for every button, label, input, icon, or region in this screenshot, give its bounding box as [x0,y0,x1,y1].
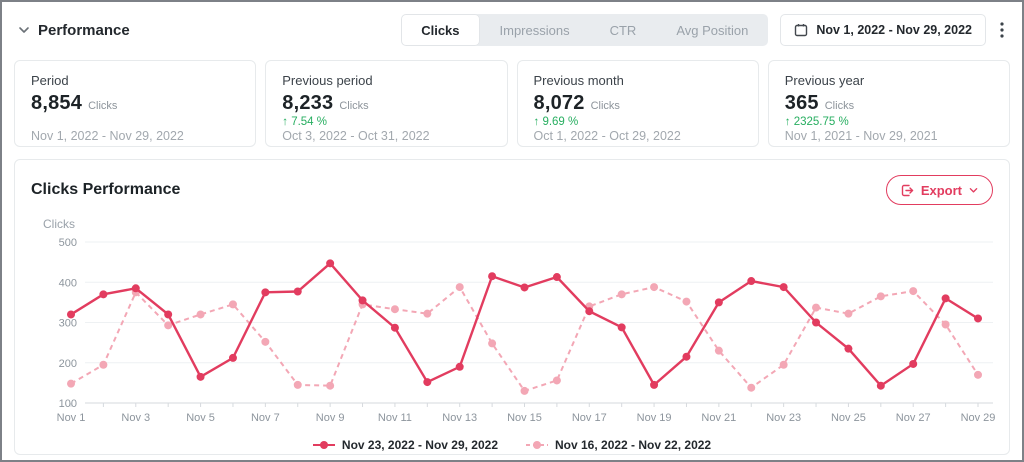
tab-clicks[interactable]: Clicks [401,14,480,46]
svg-text:Nov 25: Nov 25 [831,412,866,424]
date-range-label: Nov 1, 2022 - Nov 29, 2022 [816,23,972,37]
stat-label: Previous period [282,73,373,88]
stat-change-positive: ↑ 2325.75 % [784,116,849,128]
stat-value-row: 365 Clicks [785,92,993,115]
stat-unit: Clicks [339,100,369,112]
export-icon [901,184,914,197]
stat-change-positive: ↑ 7.54 % [282,116,327,128]
stat-change-positive: ↑ 9.69 % [533,116,579,128]
stat-value: 8,233 [282,92,334,114]
chevron-down-icon[interactable] [18,24,30,36]
legend-label: Nov 16, 2022 - Nov 22, 2022 [555,438,712,452]
stat-value-row: 8,854 Clicks [31,92,239,115]
stat-unit: Clicks [824,100,855,112]
stat-value: 8,854 [31,92,83,114]
kebab-menu-icon[interactable] [998,18,1006,42]
tab-impressions[interactable]: Impressions [480,14,590,46]
svg-text:Nov 27: Nov 27 [896,412,931,424]
page-title: Performance [38,21,130,39]
panel-header: Performance Clicks Impressions CTR Avg P… [18,13,1006,47]
stat-label: Previous month [533,73,624,88]
stat-value-row: 8,072 Clicks [534,92,742,115]
stat-date-range: Oct 3, 2022 - Oct 31, 2022 [282,129,430,143]
date-range-picker[interactable]: Nov 1, 2022 - Nov 29, 2022 [780,14,986,46]
legend-item-current-period[interactable]: Nov 23, 2022 - Nov 29, 2022 [312,438,498,452]
svg-text:Nov 29: Nov 29 [961,412,996,424]
svg-text:Nov 5: Nov 5 [186,412,215,424]
stat-date-range: Nov 1, 2021 - Nov 29, 2021 [784,129,938,143]
chart-header: Clicks Performance Export [31,175,993,205]
tab-avg-position[interactable]: Avg Position [656,14,768,46]
stat-value: 365 [784,92,819,114]
stat-value-row: 8,233 Clicks [282,92,490,115]
chevron-down-icon [969,186,978,195]
svg-text:Nov 17: Nov 17 [572,412,607,424]
svg-text:Nov 9: Nov 9 [316,412,345,424]
y-axis-title: Clicks [43,217,75,231]
legend-item-previous-period[interactable]: Nov 16, 2022 - Nov 22, 2022 [526,438,711,452]
stat-label: Previous year [784,73,865,88]
svg-text:Nov 13: Nov 13 [442,412,477,424]
svg-text:Nov 21: Nov 21 [701,412,736,424]
svg-text:100: 100 [59,398,77,410]
tab-ctr[interactable]: CTR [590,14,657,46]
panel-title-group: Performance [18,22,130,39]
svg-text:Nov 3: Nov 3 [121,412,150,424]
stat-unit: Clicks [590,100,620,112]
stat-date-range: Nov 1, 2022 - Nov 29, 2022 [31,129,184,143]
svg-text:Nov 11: Nov 11 [378,412,412,424]
export-button[interactable]: Export [885,175,993,205]
stat-card-period: Period 8,854 Clicks Nov 1, 2022 - Nov 29… [14,60,257,147]
svg-text:500: 500 [59,237,77,249]
export-label: Export [920,182,962,198]
svg-text:Nov 7: Nov 7 [251,412,280,424]
header-controls: Clicks Impressions CTR Avg Position Nov … [401,14,1006,46]
stat-card-previous-year: Previous year 365 Clicks ↑ 2325.75 % Nov… [767,60,1010,147]
stat-change [31,115,239,129]
stat-label: Period [31,73,69,88]
stat-unit: Clicks [88,100,118,112]
svg-text:Nov 23: Nov 23 [766,412,801,424]
svg-text:Nov 19: Nov 19 [637,412,672,424]
dashed-line-marker-icon [526,440,548,450]
solid-line-marker-icon [312,440,335,450]
svg-text:400: 400 [59,277,77,289]
chart-legend: Nov 23, 2022 - Nov 29, 2022 Nov 16, 2022… [31,438,993,452]
stat-date-range: Oct 1, 2022 - Oct 29, 2022 [533,129,681,143]
legend-label: Nov 23, 2022 - Nov 29, 2022 [341,438,498,452]
svg-text:Nov 1: Nov 1 [57,412,86,424]
stat-card-previous-month: Previous month 8,072 Clicks ↑ 9.69 % Oct… [516,60,759,147]
svg-text:Nov 15: Nov 15 [507,412,542,424]
svg-text:200: 200 [59,358,77,370]
metric-tabs: Clicks Impressions CTR Avg Position [401,14,769,46]
stat-card-previous-period: Previous period 8,233 Clicks ↑ 7.54 % Oc… [265,60,508,147]
performance-chart[interactable]: 100 200 300 400 500 Nov 1 Nov 3 Nov 5 Nov 7 Nov 9… [31,233,999,431]
clicks-performance-card: Clicks Performance Export Clicks 100 200 3… [14,159,1010,455]
chart-title: Clicks Performance [31,181,181,198]
svg-text:300: 300 [59,318,77,330]
calendar-icon [794,23,808,37]
stat-value: 8,072 [533,92,585,114]
stat-cards-row: Period 8,854 Clicks Nov 1, 2022 - Nov 29… [14,60,1010,147]
